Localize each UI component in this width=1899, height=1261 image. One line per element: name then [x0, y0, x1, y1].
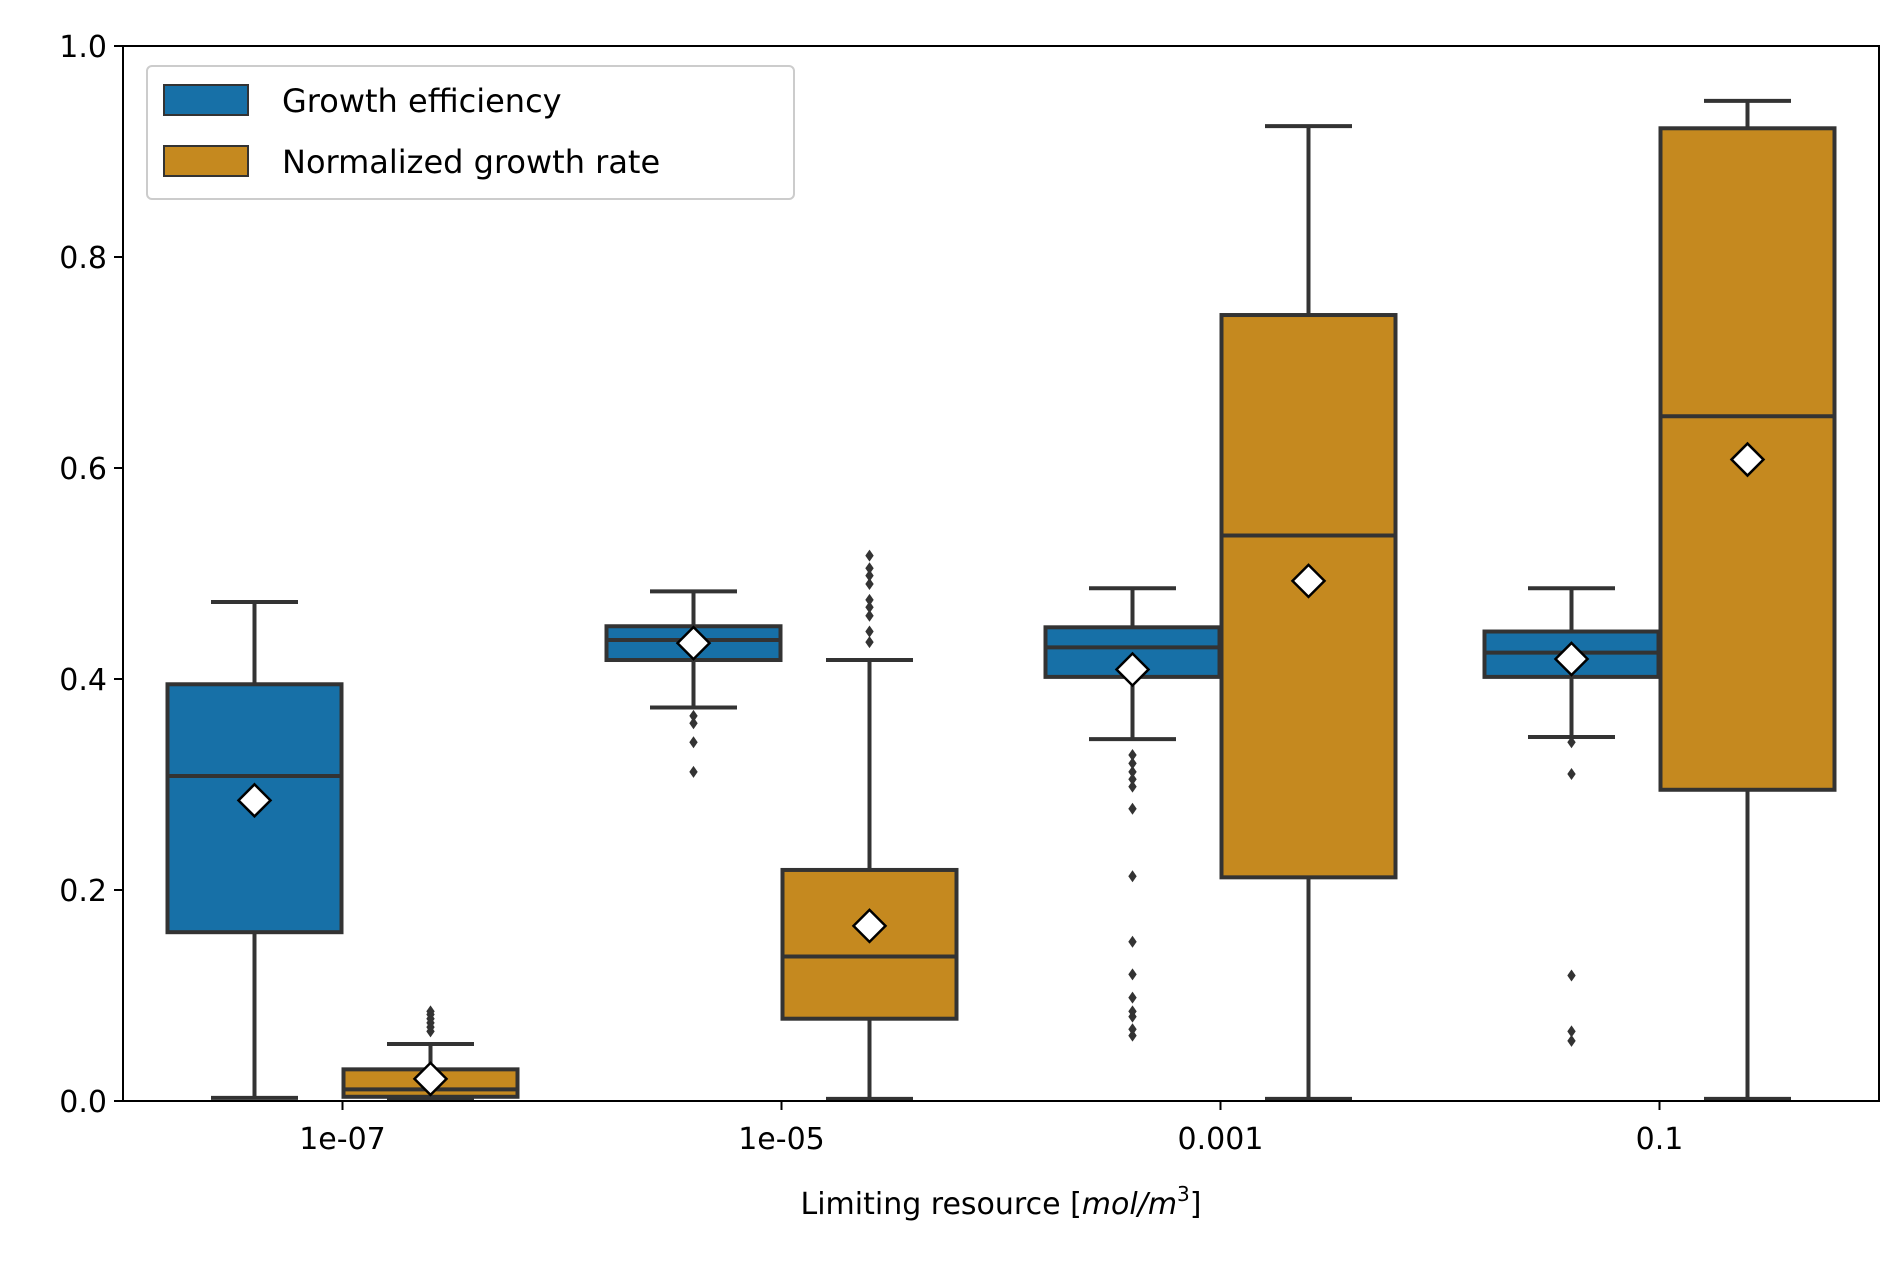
outlier-point — [1567, 969, 1576, 982]
mean-marker — [675, 625, 712, 661]
outlier-point — [1128, 773, 1137, 786]
outlier-point — [865, 609, 874, 622]
box-iqr — [780, 867, 959, 1021]
box-group-normalized-growth-rate-1e-05 — [780, 549, 959, 1101]
outlier-point — [1128, 1005, 1137, 1018]
y-tick-label: 1.0 — [59, 30, 107, 65]
outlier-point — [865, 636, 874, 649]
x-tick-label: 1e-07 — [299, 1122, 386, 1157]
outlier-point — [1128, 802, 1137, 815]
mean-marker — [1114, 651, 1151, 688]
outlier-point — [689, 717, 698, 730]
x-tick-label: 0.1 — [1636, 1122, 1684, 1157]
outlier-point — [1567, 736, 1576, 749]
box-group-growth-efficiency-0.001 — [1043, 586, 1222, 1042]
plot-area — [165, 98, 1837, 1101]
outlier-point — [1567, 1025, 1576, 1038]
x-axis-label-unit-var2: m — [1148, 1187, 1177, 1222]
outlier-point — [689, 736, 698, 749]
box-group-growth-efficiency-0.1 — [1482, 586, 1661, 1047]
x-axis-label-superscript: 3 — [1177, 1182, 1190, 1206]
mean-marker — [1553, 641, 1590, 677]
mean-marker — [236, 782, 273, 819]
outlier-point — [865, 625, 874, 638]
outlier-point — [865, 549, 874, 562]
x-axis-label-suffix: ] — [1190, 1187, 1202, 1222]
outlier-point — [1128, 1023, 1137, 1036]
x-axis-label-unit-sep: / — [1135, 1187, 1151, 1222]
y-tick-label: 0.4 — [59, 663, 107, 698]
y-tick-label: 0.2 — [59, 874, 107, 909]
legend-swatch-growth-efficiency — [163, 84, 249, 116]
y-tick-label: 0.6 — [59, 452, 107, 487]
outlier-point — [865, 601, 874, 614]
outlier-point — [1128, 935, 1137, 948]
box-group-normalized-growth-rate-0.1 — [1658, 98, 1837, 1101]
outlier-point — [1128, 780, 1137, 793]
legend-label-normalized-growth-rate: Normalized growth rate — [282, 143, 660, 181]
x-tick-label: 0.001 — [1178, 1122, 1264, 1157]
x-tick-label: 1e-05 — [738, 1122, 825, 1157]
outlier-point — [865, 578, 874, 591]
mean-marker — [1729, 441, 1766, 478]
outlier-point — [865, 593, 874, 606]
outlier-point — [865, 562, 874, 575]
outlier-point — [1128, 870, 1137, 883]
outlier-point — [865, 569, 874, 582]
x-axis-label-unit-var: mol — [1082, 1187, 1139, 1222]
mean-marker — [851, 908, 888, 944]
outlier-point — [1128, 757, 1137, 770]
mean-marker — [412, 1061, 449, 1097]
mean-marker — [1290, 563, 1327, 599]
legend-label-growth-efficiency: Growth efficiency — [282, 82, 562, 120]
outlier-point — [689, 765, 698, 778]
y-tick-label: 0.0 — [59, 1085, 107, 1120]
outlier-point — [1567, 767, 1576, 780]
outlier-point — [689, 709, 698, 722]
outlier-point — [1128, 968, 1137, 981]
box-group-growth-efficiency-1e-07 — [165, 599, 344, 1100]
box-group-normalized-growth-rate-1e-07 — [341, 1005, 520, 1101]
legend-box — [146, 65, 795, 200]
box-group-growth-efficiency-1e-05 — [604, 589, 783, 778]
outlier-point — [1128, 991, 1137, 1004]
y-tick-label: 0.8 — [59, 241, 107, 276]
outlier-point — [1128, 765, 1137, 778]
x-axis-label: Limiting resource [mol/m3] — [800, 1182, 1201, 1222]
outlier-point — [1128, 1029, 1137, 1042]
box-group-normalized-growth-rate-0.001 — [1219, 124, 1398, 1101]
x-axis-label-prefix: Limiting resource [ — [800, 1187, 1081, 1222]
legend: Growth efficiency Normalized growth rate — [146, 65, 795, 200]
axes-frame — [122, 45, 1880, 1102]
outlier-point — [1567, 1034, 1576, 1047]
outlier-point — [426, 1005, 435, 1018]
legend-swatch-normalized-growth-rate — [163, 145, 249, 177]
outlier-point — [1128, 748, 1137, 761]
axes: 0.0 0.2 0.4 0.6 0.8 1.0 1e-07 1e-05 0.001 0.1 — [59, 30, 1683, 1157]
